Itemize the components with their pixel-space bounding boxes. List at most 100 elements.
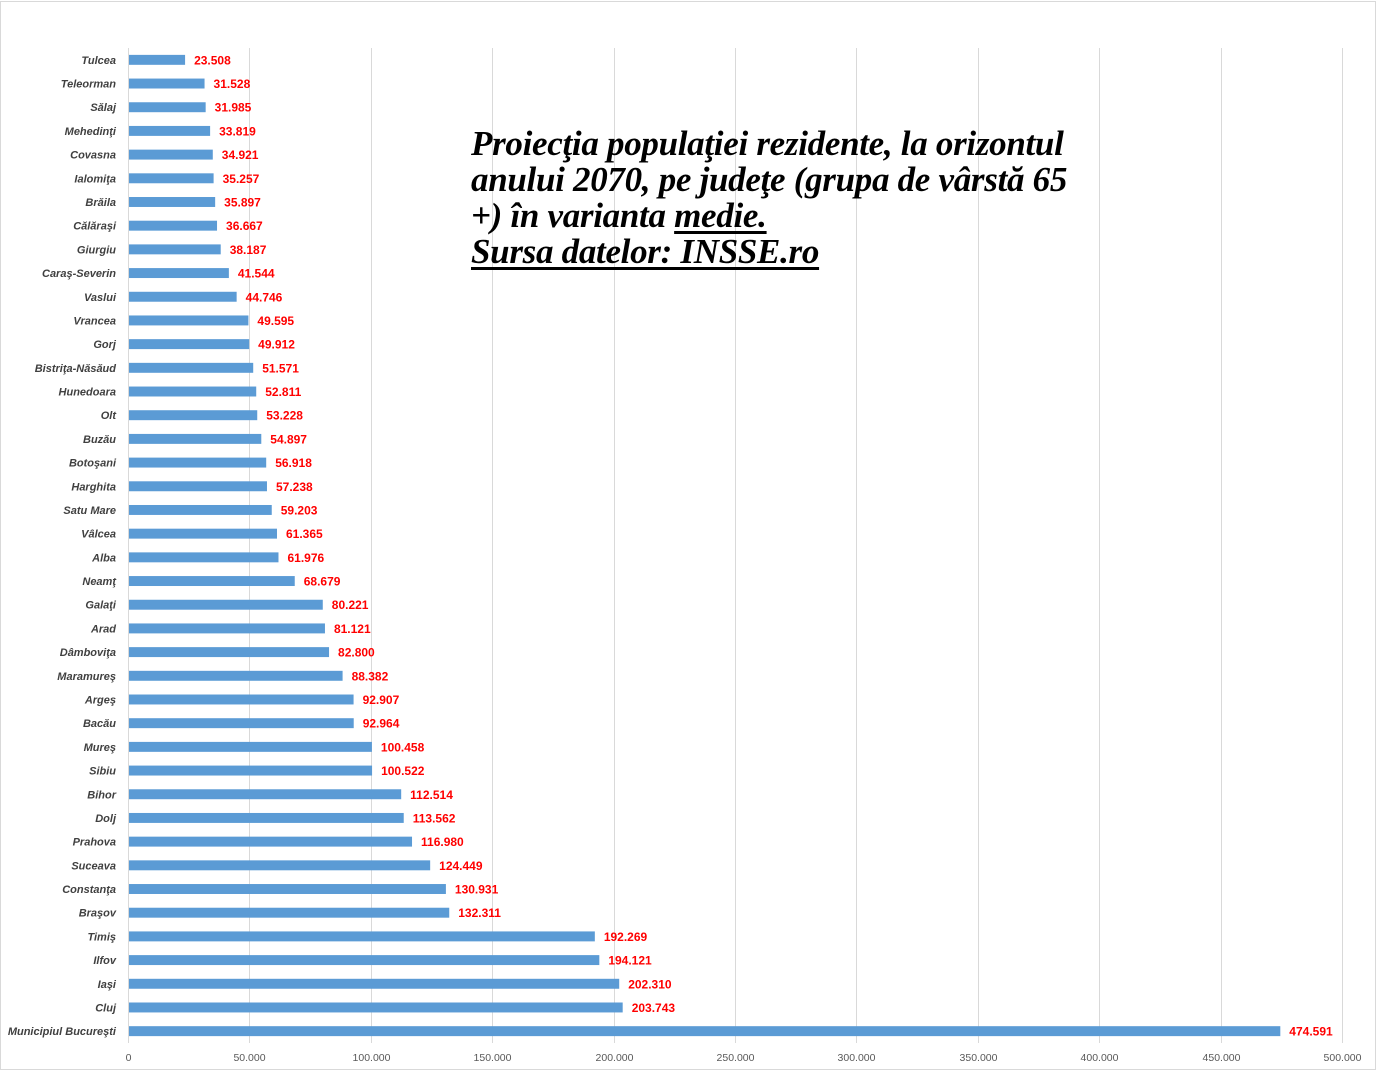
- category-label: Mehedinţi: [65, 126, 117, 138]
- category-label: Tulcea: [81, 55, 116, 67]
- data-label: 54.897: [270, 432, 307, 446]
- category-label: Dolj: [95, 813, 117, 825]
- data-label: 31.528: [214, 77, 251, 91]
- x-axis: 0 50.000 100.000 150.000 200.000 250.000 300.0…: [126, 1052, 1362, 1064]
- bar: [129, 102, 206, 113]
- x-tick-label: 0: [126, 1052, 132, 1064]
- data-label: 53.228: [266, 409, 303, 423]
- data-label: 57.238: [276, 480, 313, 494]
- data-label: 124.449: [439, 859, 483, 873]
- bar: [129, 765, 373, 776]
- x-tick-label: 450.000: [1203, 1052, 1241, 1064]
- bar: [129, 291, 237, 302]
- category-label: Galaţi: [85, 600, 117, 612]
- data-label: 112.514: [410, 788, 453, 802]
- data-label: 113.562: [413, 811, 456, 825]
- category-label: Braşov: [79, 908, 117, 920]
- category-label: Buzău: [83, 434, 116, 446]
- bar: [129, 78, 205, 89]
- x-tick-label: 350.000: [960, 1052, 998, 1064]
- category-label: Arad: [90, 623, 116, 635]
- bar: [129, 718, 354, 729]
- category-label: Hunedoara: [59, 387, 116, 399]
- data-label: 51.571: [262, 361, 299, 375]
- data-label: 194.121: [608, 954, 652, 968]
- data-label: 80.221: [332, 598, 369, 612]
- data-label: 116.980: [421, 835, 464, 849]
- bar: [129, 457, 267, 468]
- title-line-1: Proiecţia populaţiei rezidente, la orizo…: [471, 124, 1064, 163]
- data-label: 100.458: [381, 740, 425, 754]
- category-label: Călăraşi: [73, 221, 117, 233]
- category-label: Vrancea: [73, 315, 116, 327]
- title-variant-emphasis: medie.: [674, 196, 767, 235]
- data-label: 202.310: [628, 977, 672, 991]
- bar: [129, 339, 250, 350]
- title-line-source: Sursa datelor: INSSE.ro: [471, 234, 1151, 270]
- category-label: Satu Mare: [63, 505, 116, 517]
- category-label: Constanţa: [62, 884, 116, 896]
- bar: [129, 694, 354, 705]
- data-label: 35.257: [223, 172, 260, 186]
- data-label: 132.311: [458, 906, 501, 920]
- category-label: Cluj: [95, 1002, 117, 1014]
- bar: [129, 1002, 623, 1013]
- category-label: Vâlcea: [81, 529, 116, 541]
- category-label: Gorj: [93, 339, 117, 351]
- category-label: Sălaj: [90, 102, 117, 114]
- category-label: Brăila: [85, 197, 116, 209]
- category-label: Sibiu: [89, 766, 116, 778]
- category-label: Iaşi: [98, 979, 117, 991]
- x-tick-label: 50.000: [233, 1052, 265, 1064]
- category-label: Botoşani: [69, 458, 117, 470]
- x-tick-label: 400.000: [1081, 1052, 1119, 1064]
- title-line-3-text: +) în varianta: [471, 196, 666, 235]
- data-label: 52.811: [265, 385, 301, 399]
- data-label: 92.907: [363, 693, 400, 707]
- data-label: 38.187: [230, 243, 267, 257]
- data-label: 41.544: [238, 267, 275, 281]
- bar: [129, 741, 372, 752]
- data-label: 44.746: [246, 290, 283, 304]
- data-label: 92.964: [363, 717, 400, 731]
- bar: [129, 931, 595, 942]
- bar: [129, 955, 600, 966]
- bar: [129, 481, 267, 492]
- category-label: Alba: [91, 552, 116, 564]
- category-label: Dâmboviţa: [60, 647, 116, 659]
- category-label: Mureş: [84, 742, 116, 754]
- bar: [129, 315, 249, 326]
- x-tick-label: 300.000: [838, 1052, 876, 1064]
- data-label: 49.595: [257, 314, 294, 328]
- bar: [129, 789, 402, 800]
- bar: [129, 599, 323, 610]
- bar: [129, 884, 446, 894]
- category-label: Teleorman: [61, 79, 117, 91]
- data-labels: 23.508 31.528 31.985 33.819 34.921 35.257 35.8…: [194, 53, 1333, 1038]
- category-label: Olt: [101, 410, 118, 422]
- bar: [129, 552, 279, 563]
- x-tick-label: 500.000: [1324, 1052, 1362, 1064]
- bar: [129, 410, 258, 421]
- bar: [129, 504, 272, 515]
- category-label: Bistriţa-Năsăud: [35, 363, 117, 375]
- data-label: 49.912: [258, 338, 295, 352]
- category-label: Prahova: [73, 837, 116, 849]
- bar: [129, 268, 229, 279]
- data-label: 88.382: [352, 669, 389, 683]
- bar: [129, 812, 404, 823]
- x-tick-label: 200.000: [596, 1052, 634, 1064]
- bar: [129, 244, 221, 255]
- category-labels: Tulcea Teleorman Sălaj Mehedinţi Covasna Ialo…: [8, 55, 118, 1038]
- category-label: Neamţ: [82, 576, 117, 588]
- category-label: Timiş: [87, 931, 116, 943]
- category-label: Maramureş: [57, 671, 116, 683]
- data-label: 36.667: [226, 219, 263, 233]
- category-label: Harghita: [71, 481, 116, 493]
- bar: [129, 125, 211, 136]
- bar: [129, 836, 413, 847]
- data-label: 61.976: [287, 551, 324, 565]
- bar: [129, 433, 262, 444]
- bar: [129, 576, 295, 587]
